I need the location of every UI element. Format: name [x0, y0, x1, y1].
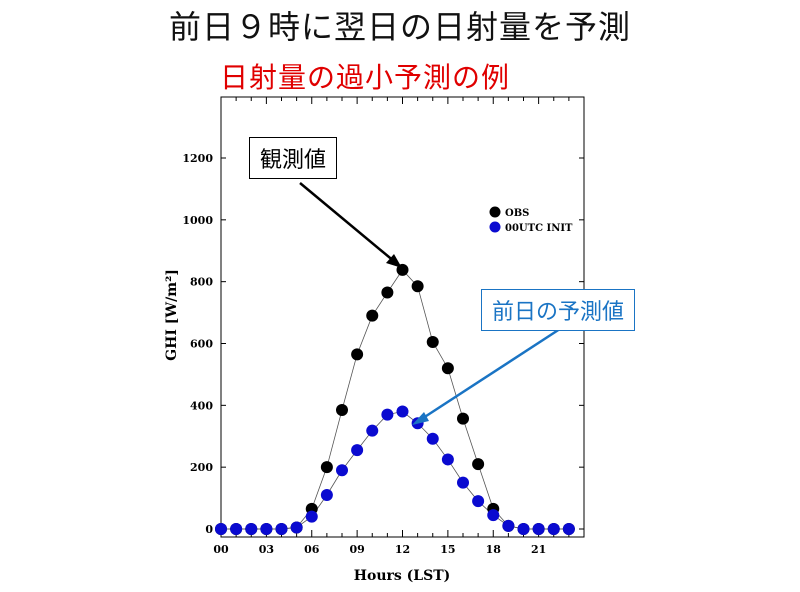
y-tick-label: 800 — [190, 276, 213, 289]
y-axis-label: GHI [W/m²] — [164, 269, 180, 361]
init-point — [426, 432, 439, 445]
init-point — [487, 509, 500, 522]
slide-title: 前日９時に翌日の日射量を予測 — [168, 8, 631, 46]
obs-point — [457, 412, 469, 425]
x-tick-label: 15 — [440, 543, 455, 556]
x-tick-label: 09 — [349, 543, 364, 556]
obs-point — [351, 348, 364, 361]
init-point — [230, 523, 243, 535]
init-point — [215, 523, 227, 535]
obs-point — [320, 461, 333, 474]
arrows — [299, 182, 567, 425]
y-tick-label: 400 — [190, 399, 213, 412]
init-point — [517, 523, 530, 535]
y-tick-label: 200 — [190, 461, 213, 474]
y-tick-label: 600 — [190, 338, 213, 351]
init-point — [260, 523, 273, 535]
init-point — [366, 424, 379, 437]
obs-point — [441, 362, 454, 375]
forecast-arrow — [419, 323, 567, 422]
init-point — [351, 444, 364, 457]
init-point — [441, 453, 454, 466]
x-tick-label: 18 — [486, 543, 502, 556]
y-tick-label: 1000 — [182, 214, 213, 227]
observed-arrow-head — [386, 254, 402, 268]
legend-label-obs: OBS — [505, 208, 529, 219]
legend-box — [484, 203, 579, 237]
legend-marker-init — [489, 221, 501, 233]
init-point — [562, 523, 575, 535]
x-tick-label: 21 — [531, 543, 546, 556]
y-tick-label: 1200 — [182, 152, 213, 165]
y-axis-ticks: 0 200 400 600 800 1000 1200 — [182, 152, 584, 536]
y-tick-label: 0 — [205, 523, 213, 536]
x-tick-label: 06 — [304, 543, 320, 556]
slide-subtitle: 日射量の過小予測の例 — [220, 61, 511, 94]
init-point — [396, 405, 409, 418]
init-point — [457, 476, 469, 489]
obs-point — [411, 280, 424, 293]
init-point — [502, 519, 515, 532]
init-point — [245, 523, 258, 535]
series-line-1 — [221, 411, 569, 530]
obs-point — [336, 403, 348, 416]
x-axis-label: Hours (LST) — [354, 568, 451, 584]
x-tick-label: 00 — [213, 543, 229, 556]
obs-point — [472, 458, 485, 471]
init-point — [320, 488, 333, 501]
init-point — [305, 510, 318, 523]
init-point — [532, 523, 545, 535]
legend: OBS 00UTC INIT — [484, 203, 579, 237]
init-point — [547, 523, 560, 535]
legend-label-init: 00UTC INIT — [505, 223, 573, 234]
legend-marker-obs — [489, 206, 501, 218]
series-layer — [215, 263, 575, 535]
x-tick-label: 12 — [395, 543, 410, 556]
forecast-arrow-head — [412, 412, 429, 425]
obs-point — [366, 309, 379, 322]
init-point — [472, 495, 485, 508]
init-point — [381, 408, 394, 421]
init-point — [290, 521, 303, 534]
x-tick-label: 03 — [259, 543, 274, 556]
obs-point — [381, 286, 394, 299]
observed-arrow — [299, 182, 396, 263]
init-point — [275, 523, 288, 535]
init-point — [336, 464, 348, 477]
forecast-callout: 前日の予測値 — [481, 289, 636, 331]
obs-point — [426, 335, 439, 348]
observed-callout: 観測値 — [249, 137, 338, 179]
